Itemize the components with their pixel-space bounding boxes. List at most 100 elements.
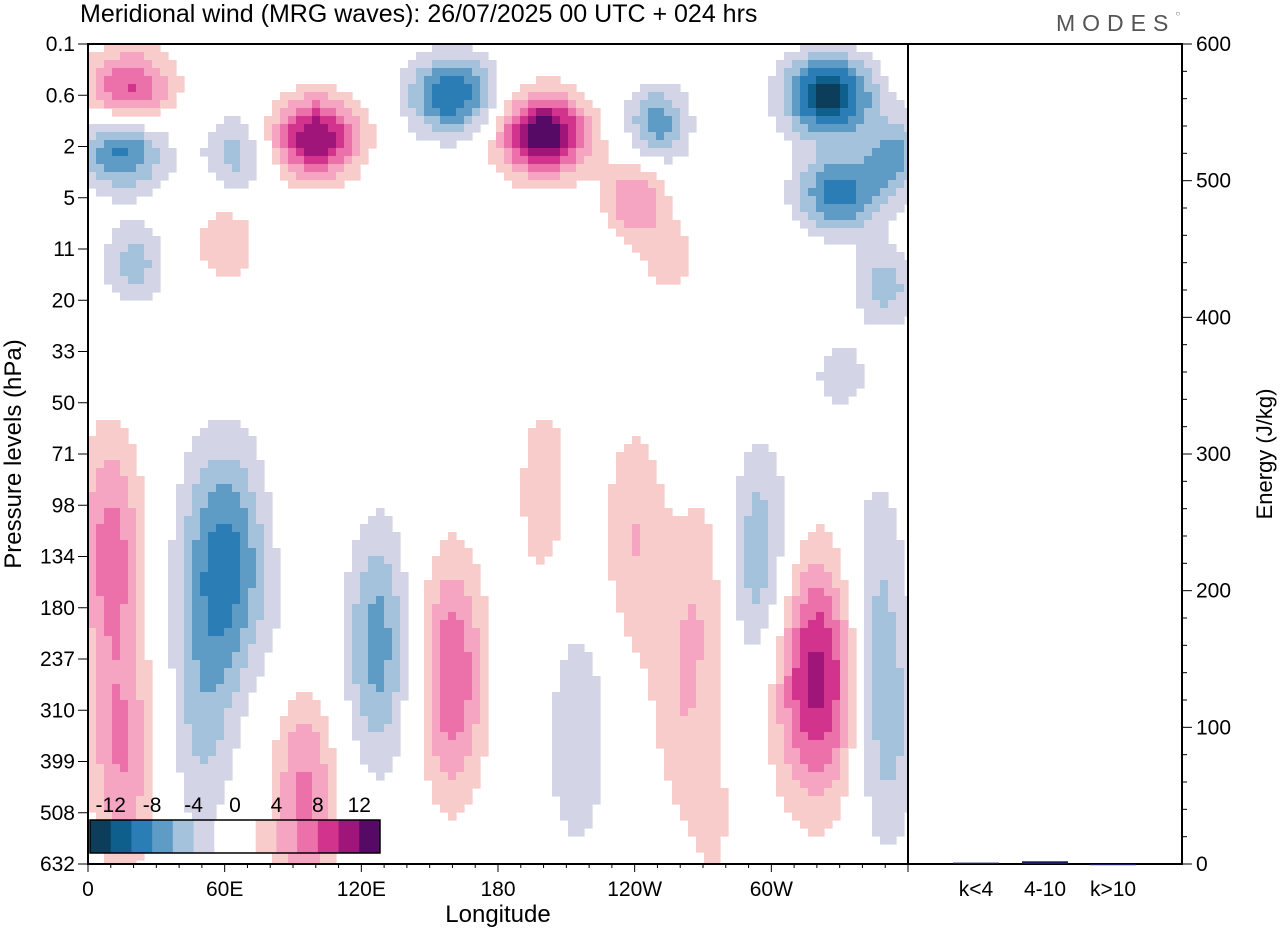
heatmap-cell	[584, 772, 593, 781]
heatmap-cell	[744, 580, 753, 589]
heatmap-cell	[536, 92, 545, 101]
heatmap-cell	[392, 748, 401, 757]
heatmap-cell	[584, 764, 593, 773]
heatmap-cell	[648, 228, 657, 237]
heatmap-cell	[520, 100, 529, 109]
heatmap-cell	[880, 252, 889, 261]
heatmap-cell	[104, 132, 113, 141]
heatmap-cell	[872, 228, 881, 237]
heatmap-cell	[672, 684, 681, 693]
heatmap-cell	[424, 620, 433, 629]
heatmap-cell	[904, 268, 908, 277]
heatmap-cell	[608, 172, 617, 181]
heatmap-cell	[800, 644, 809, 653]
heatmap-cell	[824, 164, 833, 173]
heatmap-cell	[128, 148, 137, 157]
heatmap-cell	[880, 108, 889, 117]
heatmap-cell	[304, 700, 313, 709]
heatmap-cell	[800, 748, 809, 757]
heatmap-cell	[864, 212, 873, 221]
heatmap-cell	[832, 724, 841, 733]
heatmap-cell	[312, 108, 321, 117]
heatmap-cell	[232, 236, 241, 245]
heatmap-cell	[200, 708, 209, 717]
heatmap-cell	[288, 860, 297, 864]
heatmap-cell	[288, 708, 297, 717]
heatmap-cell	[896, 316, 905, 325]
heatmap-cell	[480, 596, 489, 605]
heatmap-cell	[584, 732, 593, 741]
heatmap-cell	[744, 548, 753, 557]
heatmap-cell	[456, 668, 465, 677]
heatmap-cell	[216, 564, 225, 573]
heatmap-cell	[224, 644, 233, 653]
heatmap-cell	[360, 732, 369, 741]
heatmap-cell	[560, 148, 569, 157]
heatmap-cell	[96, 532, 105, 541]
heatmap-cell	[360, 700, 369, 709]
heatmap-cell	[216, 708, 225, 717]
heatmap-cell	[896, 196, 905, 205]
heatmap-cell	[168, 660, 177, 669]
heatmap-cell	[792, 700, 801, 709]
heatmap-cell	[256, 628, 265, 637]
heatmap-cell	[88, 484, 97, 493]
heatmap-cell	[816, 604, 825, 613]
heatmap-cell	[192, 756, 201, 765]
heatmap-cell	[776, 716, 785, 725]
heatmap-cell	[328, 172, 337, 181]
heatmap-cell	[104, 556, 113, 565]
heatmap-cell	[216, 484, 225, 493]
heatmap-cell	[88, 676, 97, 685]
heatmap-cell	[872, 812, 881, 821]
heatmap-cell	[616, 484, 625, 493]
heatmap-cell	[896, 540, 905, 549]
heatmap-cell	[592, 796, 601, 805]
heatmap-cell	[680, 748, 689, 757]
heatmap-cell	[688, 828, 697, 837]
heatmap-cell	[552, 156, 561, 165]
heatmap-cell	[304, 180, 313, 189]
heatmap-cell	[88, 124, 97, 133]
heatmap-cell	[192, 620, 201, 629]
heatmap-cell	[184, 652, 193, 661]
heatmap-cell	[96, 660, 105, 669]
heatmap-cell	[192, 700, 201, 709]
heatmap-cell	[456, 716, 465, 725]
heatmap-cell	[128, 60, 137, 69]
heatmap-cell	[808, 692, 817, 701]
heatmap-cell	[472, 748, 481, 757]
heatmap-cell	[880, 284, 889, 293]
heatmap-cell	[688, 804, 697, 813]
heatmap-cell	[248, 140, 257, 149]
heatmap-cell	[472, 772, 481, 781]
heatmap-cell	[144, 788, 153, 797]
heatmap-cell	[144, 732, 153, 741]
heatmap-cell	[88, 780, 97, 789]
heatmap-cell	[880, 796, 889, 805]
heatmap-cell	[656, 484, 665, 493]
heatmap-cell	[384, 532, 393, 541]
heatmap-cell	[792, 132, 801, 141]
heatmap-cell	[336, 172, 345, 181]
heatmap-cell	[816, 596, 825, 605]
heatmap-cell	[328, 84, 337, 93]
heatmap-cell	[864, 92, 873, 101]
heatmap-cell	[112, 52, 121, 61]
heatmap-cell	[456, 124, 465, 133]
heatmap-cell	[552, 84, 561, 93]
heatmap-cell	[864, 788, 873, 797]
heatmap-cell	[840, 716, 849, 725]
heatmap-cell	[240, 132, 249, 141]
heatmap-cell	[136, 172, 145, 181]
heatmap-cell	[632, 244, 641, 253]
heatmap-cell	[480, 628, 489, 637]
heatmap-cell	[240, 620, 249, 629]
heatmap-cell	[528, 116, 537, 125]
heatmap-cell	[800, 772, 809, 781]
heatmap-cell	[512, 140, 521, 149]
heatmap-cell	[280, 804, 289, 813]
heatmap-cell	[208, 716, 217, 725]
heatmap-cell	[680, 236, 689, 245]
heatmap-cell	[704, 772, 713, 781]
